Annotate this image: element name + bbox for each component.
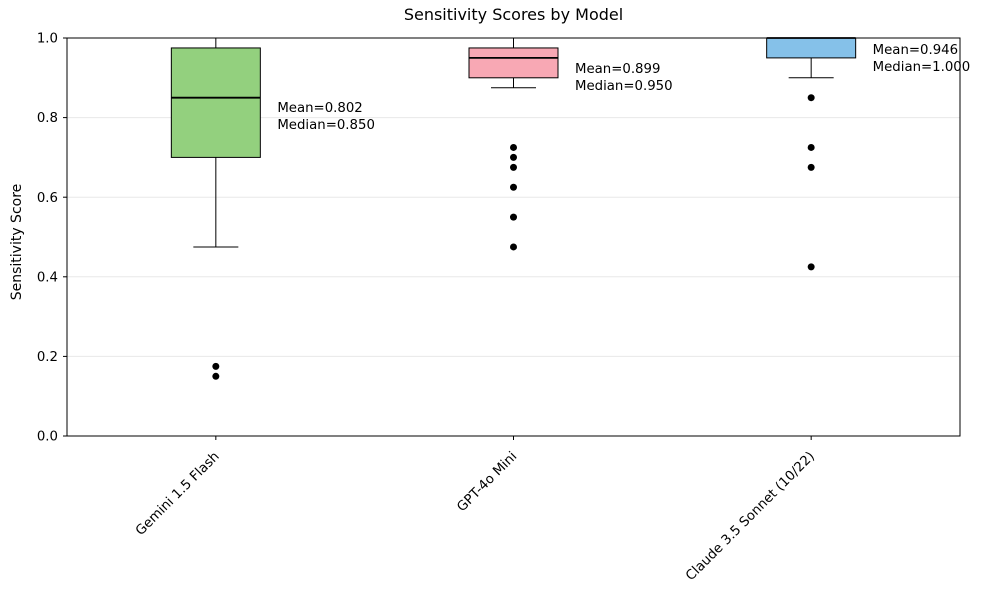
y-tick-label: 0.4 bbox=[37, 270, 58, 285]
outlier-point bbox=[807, 143, 815, 151]
outlier-point bbox=[510, 243, 517, 251]
outlier-point bbox=[807, 94, 815, 102]
x-tick-label: Claude 3.5 Sonnet (10/22) bbox=[683, 449, 818, 584]
outlier-point bbox=[212, 362, 220, 370]
boxplot-box bbox=[170, 47, 261, 158]
outlier-point bbox=[510, 153, 517, 161]
y-tick-label: 0.0 bbox=[37, 430, 58, 445]
y-tick-label: 0.6 bbox=[37, 191, 58, 206]
stats-annotation-line: Mean=0.802 bbox=[277, 100, 363, 116]
boxplot-box bbox=[766, 37, 857, 59]
outlier-point bbox=[807, 263, 815, 271]
stats-annotation-line: Median=0.850 bbox=[277, 117, 375, 133]
outlier-point bbox=[510, 143, 517, 151]
outlier-point bbox=[510, 213, 517, 221]
chart-title: Sensitivity Scores by Model bbox=[403, 5, 624, 24]
x-tick-label: Gemini 1.5 Flash bbox=[133, 449, 223, 539]
x-tick-label: GPT-4o Mini bbox=[454, 449, 520, 515]
boxplot-box bbox=[468, 47, 559, 79]
y-tick-label: 1.0 bbox=[37, 32, 58, 47]
stats-annotation-line: Median=1.000 bbox=[872, 60, 971, 76]
outlier-point bbox=[510, 163, 517, 171]
outlier-point bbox=[212, 372, 220, 380]
outlier-point bbox=[510, 183, 517, 191]
outlier-point bbox=[807, 163, 815, 171]
stats-annotation-line: Mean=0.899 bbox=[575, 62, 661, 78]
stats-annotation: Mean=0.946 Median=1.000 bbox=[873, 42, 971, 76]
stats-annotation-line: Mean=0.946 bbox=[872, 43, 959, 59]
y-tick-label: 0.2 bbox=[37, 350, 58, 365]
stats-annotation-line: Median=0.950 bbox=[575, 79, 673, 95]
stats-annotation: Mean=0.802 Median=0.850 bbox=[277, 100, 375, 134]
stats-annotation: Mean=0.899 Median=0.950 bbox=[575, 61, 673, 95]
y-tick-label: 0.8 bbox=[37, 111, 58, 126]
